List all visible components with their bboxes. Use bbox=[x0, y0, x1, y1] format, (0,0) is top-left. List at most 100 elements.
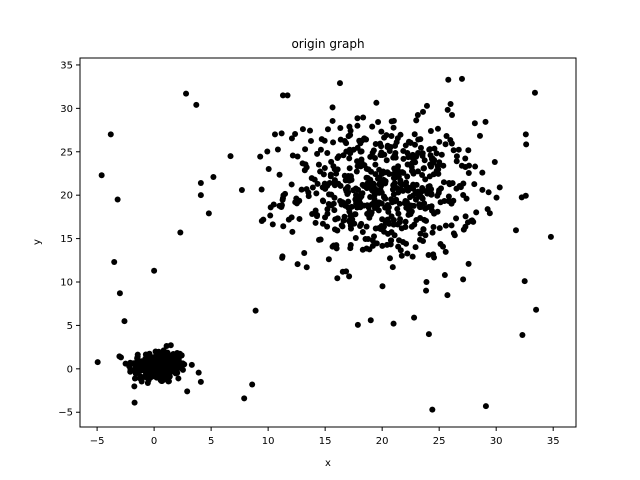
data-point bbox=[279, 196, 286, 203]
data-point bbox=[453, 215, 460, 222]
data-point bbox=[373, 99, 380, 106]
data-point bbox=[431, 210, 438, 217]
data-point bbox=[450, 230, 457, 237]
data-point bbox=[267, 204, 274, 211]
data-point bbox=[471, 120, 478, 127]
data-point bbox=[407, 194, 414, 201]
data-point bbox=[326, 191, 333, 198]
data-point bbox=[114, 196, 121, 203]
data-point bbox=[317, 146, 324, 153]
data-point bbox=[409, 154, 416, 161]
data-point bbox=[179, 360, 186, 367]
data-point bbox=[547, 233, 554, 240]
data-point bbox=[150, 364, 157, 371]
data-point bbox=[165, 359, 172, 366]
data-point bbox=[359, 228, 366, 235]
data-point bbox=[429, 406, 436, 413]
data-point bbox=[347, 127, 354, 134]
data-point bbox=[417, 189, 424, 196]
data-point bbox=[388, 118, 395, 125]
x-tick-label: 5 bbox=[208, 436, 214, 447]
data-point bbox=[353, 168, 360, 175]
data-point bbox=[430, 224, 437, 231]
data-point bbox=[402, 218, 409, 225]
data-point bbox=[393, 139, 400, 146]
data-point bbox=[334, 227, 341, 234]
data-point bbox=[317, 236, 324, 243]
data-point bbox=[421, 200, 428, 207]
data-point bbox=[370, 181, 377, 188]
data-point bbox=[417, 215, 424, 222]
data-point bbox=[357, 204, 364, 211]
data-point bbox=[519, 331, 526, 338]
data-point bbox=[347, 219, 354, 226]
data-point bbox=[437, 199, 444, 206]
data-point bbox=[265, 166, 272, 173]
data-point bbox=[392, 149, 399, 156]
data-point bbox=[188, 361, 195, 368]
data-point bbox=[436, 138, 443, 145]
data-point bbox=[408, 164, 415, 171]
data-point bbox=[410, 185, 417, 192]
data-point bbox=[197, 180, 204, 187]
data-point bbox=[280, 223, 287, 230]
data-point bbox=[431, 157, 438, 164]
data-point bbox=[381, 193, 388, 200]
data-point bbox=[460, 276, 467, 283]
data-point bbox=[440, 162, 447, 169]
data-point bbox=[334, 275, 341, 282]
data-point bbox=[227, 153, 234, 160]
data-point bbox=[377, 179, 384, 186]
data-point bbox=[423, 287, 430, 294]
data-point bbox=[116, 290, 123, 297]
data-point bbox=[138, 378, 145, 385]
data-point bbox=[371, 233, 377, 240]
data-point bbox=[465, 260, 472, 267]
data-point bbox=[307, 127, 314, 134]
data-point bbox=[444, 106, 451, 113]
data-point bbox=[473, 209, 480, 216]
data-point bbox=[170, 350, 177, 357]
data-point bbox=[383, 157, 390, 164]
data-point bbox=[486, 210, 493, 217]
data-point bbox=[356, 137, 363, 144]
data-point bbox=[395, 163, 402, 170]
data-point bbox=[257, 153, 264, 160]
data-point bbox=[411, 221, 418, 228]
data-point bbox=[311, 176, 318, 183]
data-point bbox=[385, 208, 392, 215]
data-point bbox=[122, 360, 129, 367]
data-point bbox=[345, 189, 352, 196]
data-point bbox=[329, 104, 336, 111]
data-point bbox=[388, 133, 395, 140]
data-point bbox=[476, 132, 483, 139]
data-point bbox=[347, 245, 354, 252]
data-point bbox=[312, 207, 319, 214]
data-point bbox=[321, 137, 328, 144]
data-point bbox=[178, 365, 185, 372]
data-point bbox=[348, 203, 355, 210]
data-point bbox=[330, 139, 337, 146]
data-point bbox=[390, 124, 397, 131]
data-point bbox=[453, 153, 460, 160]
data-point bbox=[422, 176, 429, 183]
data-point bbox=[462, 213, 469, 220]
data-point bbox=[399, 169, 406, 176]
data-point bbox=[398, 252, 405, 259]
data-point bbox=[420, 238, 427, 245]
data-point bbox=[354, 321, 361, 328]
data-point bbox=[346, 273, 353, 280]
data-point bbox=[462, 155, 469, 162]
data-point bbox=[197, 378, 204, 385]
data-point bbox=[442, 222, 449, 229]
data-point bbox=[294, 153, 301, 160]
x-tick-label: −5 bbox=[90, 436, 105, 447]
data-point bbox=[184, 388, 191, 395]
data-point bbox=[398, 225, 405, 232]
data-point bbox=[252, 307, 259, 314]
data-point bbox=[390, 191, 397, 198]
data-point bbox=[143, 351, 150, 358]
data-point bbox=[313, 190, 320, 197]
data-point bbox=[442, 141, 449, 148]
data-point bbox=[496, 184, 503, 191]
